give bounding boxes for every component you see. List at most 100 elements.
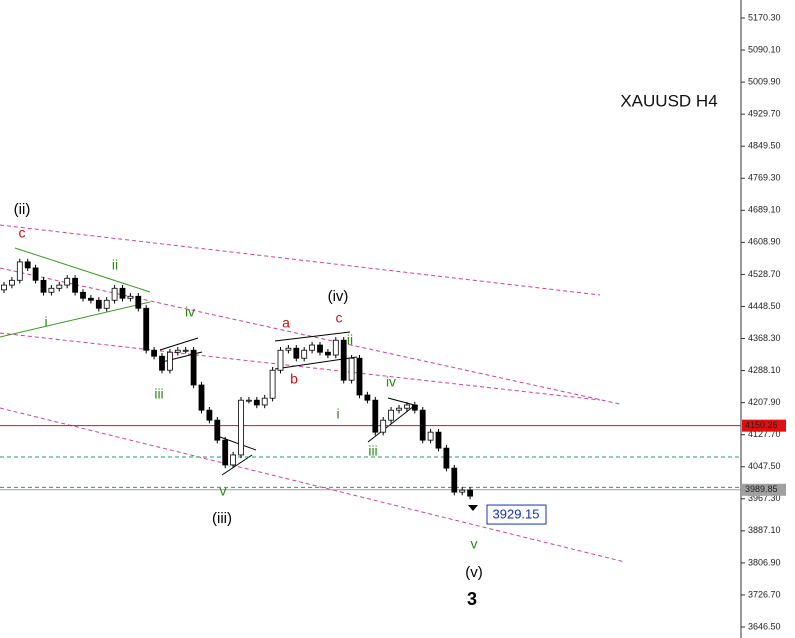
y-tick-label: 3726.70 (748, 589, 781, 599)
candle-body (230, 454, 237, 466)
candle-body (317, 344, 323, 353)
candle-body (411, 404, 418, 411)
candle-body (364, 394, 371, 401)
y-tick-label: 5009.90 (748, 76, 781, 86)
candle-body (277, 349, 284, 371)
candle-body (396, 407, 402, 411)
triangle-line (221, 454, 253, 476)
candle-body (127, 295, 134, 299)
wave-label: (iv) (328, 288, 349, 305)
wave-label: i (336, 406, 339, 422)
candle-body (348, 357, 355, 381)
candle-body (340, 339, 347, 381)
candle-body (8, 279, 15, 286)
wave-label: i (44, 314, 47, 330)
price-tag (742, 419, 786, 432)
y-tick-label: 3806.90 (748, 557, 781, 567)
candle-body (24, 261, 31, 269)
wave-label: b (290, 371, 298, 387)
candle-body (309, 344, 316, 351)
price-tag-label: 4150.26 (745, 420, 778, 430)
channel-line (0, 407, 626, 563)
y-tick-label: 4849.50 (748, 141, 781, 151)
wave-label: iii (154, 386, 163, 402)
wave-label: (v) (465, 564, 483, 581)
candle-body (143, 307, 150, 351)
y-tick-label: 4689.10 (748, 205, 781, 215)
triangle-line (367, 405, 415, 443)
candle-body (372, 399, 379, 433)
y-tick-label: 4929.70 (748, 109, 781, 119)
candle-body (48, 287, 55, 293)
candle-body (80, 291, 86, 299)
target-arrow (468, 505, 478, 512)
candle-body (419, 409, 426, 441)
candle-body (95, 299, 102, 309)
candle-body (356, 357, 363, 396)
triangle-line (274, 331, 351, 342)
candle-body (269, 369, 276, 399)
candle-body (332, 339, 339, 356)
candle-body (159, 355, 165, 371)
candle-body (324, 351, 331, 356)
candle-body (103, 299, 110, 309)
wave-label: a (282, 315, 290, 331)
y-tick-label: 3967.30 (748, 493, 781, 503)
candle-body (119, 287, 126, 299)
candle-body (182, 349, 189, 352)
channel-line (0, 224, 601, 296)
y-tick-label: 3646.50 (748, 621, 781, 631)
candle-body (427, 431, 434, 441)
chart-title: XAUUSD H4 (620, 91, 717, 110)
y-tick-label: 4448.50 (748, 301, 781, 311)
y-tick-label: 5090.10 (748, 44, 781, 54)
y-tick-label: 4127.70 (748, 429, 781, 439)
candle-body (222, 439, 229, 466)
candle-body (403, 404, 410, 409)
y-tick-label: 5170.30 (748, 12, 781, 22)
channel-line (0, 332, 601, 401)
wave-label: (iii) (212, 510, 232, 527)
candle-body (174, 349, 181, 353)
y-tick-label: 4288.10 (748, 365, 781, 375)
candle-body (238, 399, 244, 456)
channel-line (0, 267, 621, 405)
price-tag (742, 483, 786, 496)
candle-body (253, 399, 260, 406)
candle-body (451, 467, 458, 493)
candle-body (198, 384, 205, 411)
candle-body (206, 409, 213, 421)
wave-label: ii (347, 332, 353, 348)
wave-label: iv (185, 304, 195, 320)
y-tick-label: 4769.30 (748, 173, 781, 183)
triangle-line (219, 436, 257, 451)
candle-body (293, 347, 300, 359)
target-box (486, 504, 547, 525)
candle-body (64, 277, 71, 286)
candle-body (135, 295, 142, 309)
channel-lines (0, 224, 626, 563)
candle-body (72, 277, 78, 293)
candle-body (56, 284, 63, 289)
candle-body (301, 349, 308, 359)
candle-body (443, 447, 450, 469)
wave-label: ii (112, 257, 118, 273)
candle-body (245, 399, 252, 402)
candle-body (459, 489, 466, 493)
candle-body (190, 349, 197, 386)
candle-body (1, 284, 7, 291)
wave-label: iii (368, 443, 377, 459)
triangle-line (0, 301, 151, 338)
candle-body (261, 397, 268, 406)
y-tick-label: 4528.70 (748, 269, 781, 279)
y-tick-label: 4207.90 (748, 397, 781, 407)
wave-label: v (471, 536, 478, 552)
candle-body (16, 261, 23, 281)
price-tag-label: 3989.85 (745, 484, 778, 494)
candle-body (285, 347, 292, 351)
candle-body (111, 287, 118, 301)
wave-label: 3 (467, 589, 477, 609)
wave-label: c (336, 310, 343, 326)
